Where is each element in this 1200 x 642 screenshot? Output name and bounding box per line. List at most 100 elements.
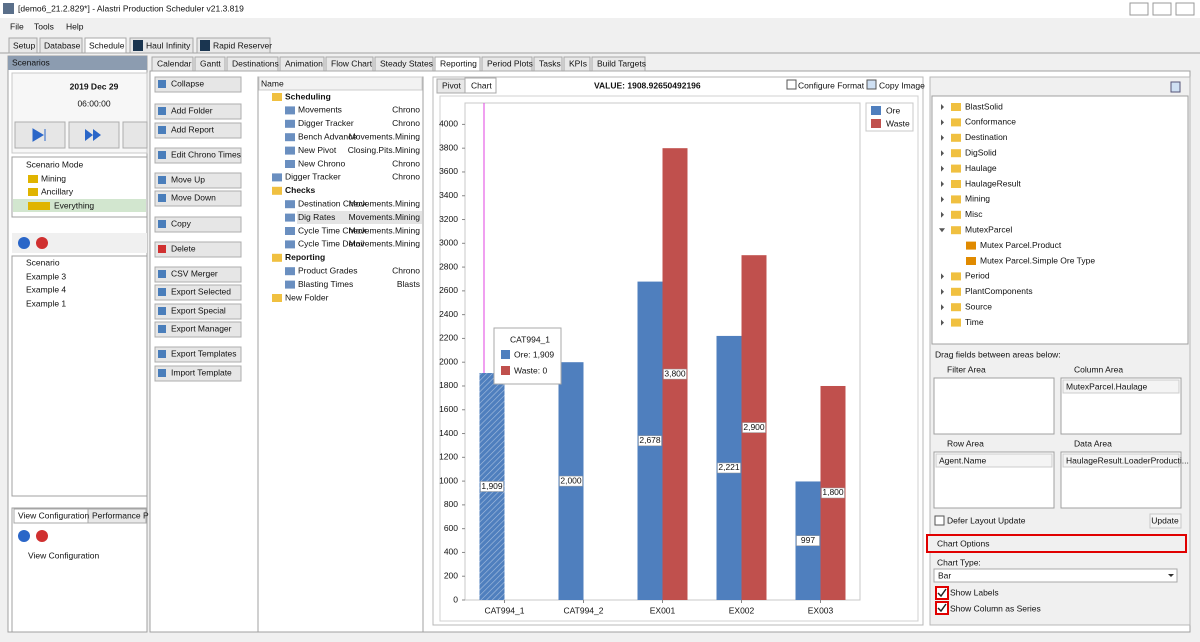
tab-label[interactable]: View Configuration <box>18 510 89 520</box>
report-tab-label[interactable]: Calendar <box>157 58 192 68</box>
scenario-item[interactable]: Example 4 <box>26 284 66 294</box>
tree-item[interactable]: Cycle Time Check <box>298 225 367 235</box>
report-tab[interactable] <box>591 56 646 72</box>
action-button[interactable] <box>154 284 242 301</box>
field-item[interactable]: Conformance <box>965 117 1016 127</box>
menu-item[interactable]: Help <box>66 21 84 31</box>
field-item[interactable]: Haulage <box>965 163 997 173</box>
button-label[interactable]: Add Report <box>171 124 215 134</box>
main-tab-label[interactable]: Database <box>44 40 81 50</box>
tree-item[interactable]: Checks <box>285 185 316 195</box>
show-column-checkbox[interactable] <box>935 601 949 615</box>
button-label[interactable]: Copy <box>171 218 192 228</box>
report-tab-label[interactable]: Reporting <box>440 58 477 68</box>
column-field[interactable] <box>1062 379 1180 394</box>
update-button[interactable] <box>1149 513 1182 529</box>
scenario-mode[interactable]: Ancillary <box>41 186 74 196</box>
report-tab-label[interactable]: Gantt <box>200 58 221 68</box>
field-item[interactable]: PlantComponents <box>965 286 1033 296</box>
field-item[interactable]: Misc <box>965 209 983 219</box>
chart-options-header[interactable] <box>926 534 1187 553</box>
button-label[interactable]: Add Folder <box>171 105 213 115</box>
chart-tab[interactable] <box>464 77 497 94</box>
action-button[interactable] <box>154 190 242 207</box>
checkbox-label[interactable]: Show Column as Series <box>950 603 1041 613</box>
performance-tab[interactable] <box>87 508 147 524</box>
tree-item[interactable]: Product Grades <box>298 265 358 275</box>
report-tab[interactable] <box>434 56 481 72</box>
report-tab-label[interactable]: Period Plots <box>487 58 533 68</box>
button-label[interactable]: Move Down <box>171 192 216 202</box>
tree-item[interactable]: Cycle Time Detail <box>298 239 364 249</box>
report-tab[interactable] <box>279 56 325 72</box>
scenario-mode[interactable]: Everything <box>54 200 94 210</box>
tree-item[interactable]: Dig Rates <box>298 212 335 222</box>
chart-type-select[interactable] <box>933 568 1178 583</box>
button-label[interactable]: Move Up <box>171 174 205 184</box>
delete-scenario-icon[interactable] <box>36 237 48 249</box>
data-field[interactable] <box>1062 453 1180 468</box>
action-button[interactable] <box>154 365 242 382</box>
action-button[interactable] <box>154 147 242 164</box>
checkbox-label[interactable]: Defer Layout Update <box>947 515 1026 525</box>
action-button[interactable] <box>154 303 242 320</box>
tree-item[interactable]: Movements <box>298 105 342 115</box>
tree-item[interactable]: Digger Tracker <box>298 118 354 128</box>
button-label[interactable]: CSV Merger <box>171 268 218 278</box>
tree-item[interactable]: Digger Tracker <box>285 172 341 182</box>
action-button[interactable] <box>154 241 242 258</box>
area-field[interactable]: MutexParcel.Haulage <box>1066 381 1148 391</box>
field-item[interactable]: Mutex Parcel.Product <box>980 240 1062 250</box>
tree-item[interactable]: Bench Advance <box>298 131 357 141</box>
report-tab[interactable] <box>533 56 563 72</box>
scenario-item[interactable]: Example 1 <box>26 298 66 308</box>
next-button[interactable] <box>122 121 148 149</box>
main-tab[interactable] <box>196 37 271 54</box>
button-label[interactable]: Delete <box>171 243 196 253</box>
button-label[interactable]: Update <box>1151 515 1179 525</box>
tree-item[interactable]: New Chrono <box>298 158 346 168</box>
main-tab-label[interactable]: Setup <box>13 40 35 50</box>
field-item[interactable]: DigSolid <box>965 147 997 157</box>
field-item[interactable]: MutexParcel <box>965 224 1012 234</box>
select-value[interactable]: Bar <box>938 570 951 580</box>
tree-item[interactable]: Reporting <box>285 252 325 262</box>
report-tab-label[interactable]: Tasks <box>539 58 561 68</box>
tree-item[interactable]: Blasting Times <box>298 279 353 289</box>
field-item[interactable]: Destination <box>965 132 1008 142</box>
button-label[interactable]: Export Special <box>171 305 226 315</box>
report-tab[interactable] <box>481 56 533 72</box>
area-field[interactable]: HaulageResult.LoaderProducti... <box>1066 455 1189 465</box>
main-tab[interactable] <box>8 37 38 54</box>
show-labels-checkbox[interactable] <box>935 586 949 600</box>
defer-checkbox[interactable] <box>934 515 945 526</box>
report-tab-label[interactable]: Destinations <box>232 58 279 68</box>
menu-item[interactable]: File <box>10 21 24 31</box>
close-button[interactable] <box>1175 2 1195 16</box>
tree-item[interactable]: New Pivot <box>298 145 337 155</box>
field-item[interactable]: Source <box>965 301 992 311</box>
report-tab-label[interactable]: KPIs <box>569 58 587 68</box>
action-button[interactable] <box>154 266 242 283</box>
action-button[interactable] <box>154 76 242 93</box>
action-button[interactable] <box>154 122 242 139</box>
main-tab-label[interactable]: Schedule <box>89 40 125 50</box>
field-item[interactable]: BlastSolid <box>965 101 1003 111</box>
button-label[interactable]: Collapse <box>171 78 204 88</box>
scenario-item[interactable]: Example 3 <box>26 271 66 281</box>
checkbox-label[interactable]: Show Labels <box>950 587 999 597</box>
report-tab[interactable] <box>194 56 226 72</box>
button-label[interactable]: Edit Chrono Times <box>171 149 241 159</box>
button-label[interactable]: Export Selected <box>171 286 231 296</box>
action-button[interactable] <box>154 346 242 363</box>
add-scenario-icon[interactable] <box>18 237 30 249</box>
tree-item[interactable]: New Folder <box>285 292 329 302</box>
button-label[interactable]: Export Templates <box>171 348 237 358</box>
report-tab[interactable] <box>374 56 434 72</box>
tree-item[interactable]: Scheduling <box>285 91 331 101</box>
field-list-icon[interactable] <box>1170 81 1181 93</box>
tab-label[interactable]: Chart <box>471 80 492 90</box>
main-tab[interactable] <box>39 37 83 54</box>
button-label[interactable]: Export Manager <box>171 323 232 333</box>
delete-config-icon[interactable] <box>36 530 48 542</box>
